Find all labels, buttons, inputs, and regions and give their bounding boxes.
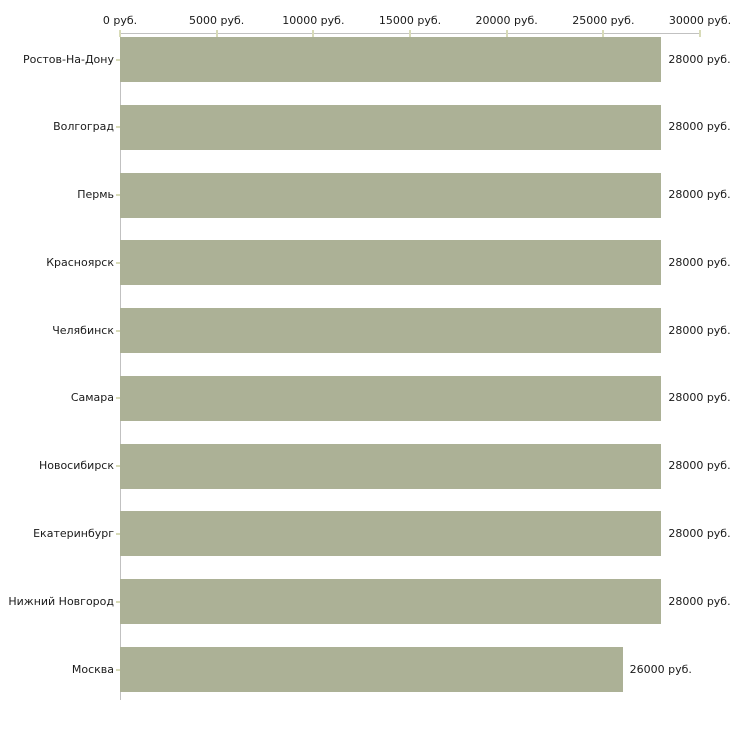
y-tick — [116, 194, 120, 197]
bar — [120, 240, 662, 286]
value-label: 28000 руб. — [668, 391, 730, 405]
bar — [120, 443, 662, 489]
y-axis-line — [120, 33, 121, 701]
y-tick — [116, 397, 120, 400]
value-label: 28000 руб. — [668, 120, 730, 134]
category-label: Нижний Новгород — [8, 594, 114, 608]
category-label: Самара — [70, 391, 114, 405]
bar — [120, 511, 662, 557]
category-label: Екатеринбург — [33, 526, 114, 540]
x-tick — [602, 30, 605, 37]
y-tick — [116, 668, 120, 671]
x-tick — [312, 30, 315, 37]
value-label: 28000 руб. — [668, 594, 730, 608]
y-tick — [116, 58, 120, 61]
category-label: Красноярск — [46, 255, 114, 269]
x-tick-label: 20000 руб. — [475, 14, 538, 27]
y-tick — [116, 532, 120, 535]
x-tick-label: 15000 руб. — [378, 14, 442, 27]
x-tick — [119, 30, 121, 37]
category-label: Ростов-На-Дону — [22, 52, 114, 66]
x-tick-label: 25000 руб. — [572, 14, 635, 27]
x-tick — [215, 30, 218, 37]
x-tick-label: 0 руб. — [102, 14, 138, 27]
x-tick — [699, 30, 701, 37]
x-tick — [505, 30, 508, 37]
x-tick-label: 5000 руб. — [189, 14, 245, 27]
y-tick — [116, 465, 120, 468]
y-tick — [116, 261, 120, 264]
category-label: Волгоград — [53, 120, 114, 134]
value-label: 28000 руб. — [668, 52, 730, 66]
category-label: Новосибирск — [38, 459, 114, 473]
value-label: 26000 руб. — [629, 662, 692, 676]
category-label: Челябинск — [52, 323, 114, 337]
bar — [120, 172, 662, 218]
category-label: Москва — [71, 662, 114, 676]
bar — [120, 579, 662, 625]
bar — [120, 375, 662, 421]
value-label: 28000 руб. — [668, 526, 730, 540]
x-tick-label: 30000 руб. — [668, 14, 730, 27]
category-label: Пермь — [77, 188, 114, 202]
x-tick-label: 10000 руб. — [282, 14, 345, 27]
bar — [120, 37, 662, 82]
bar — [120, 104, 662, 150]
bar — [120, 308, 662, 354]
y-tick — [116, 600, 120, 603]
value-label: 28000 руб. — [668, 255, 730, 269]
bar — [120, 647, 623, 693]
x-tick — [409, 30, 411, 37]
value-label: 28000 руб. — [668, 323, 730, 337]
y-tick — [116, 329, 120, 332]
y-tick — [116, 126, 120, 129]
value-label: 28000 руб. — [668, 459, 730, 473]
value-label: 28000 руб. — [668, 188, 730, 202]
